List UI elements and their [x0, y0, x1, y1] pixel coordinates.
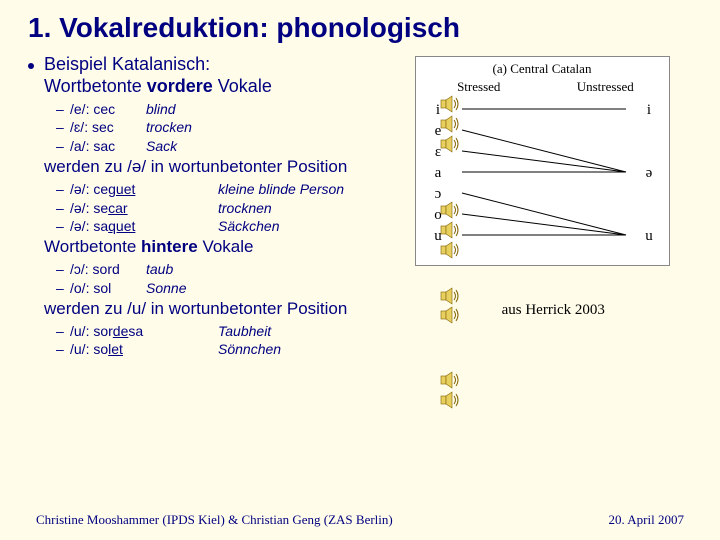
- list-item: –/a/: sacSack: [56, 137, 415, 155]
- bullet-disc-icon: [28, 63, 34, 69]
- list-item: –/ɛ/: sectrocken: [56, 118, 415, 136]
- speaker-icon[interactable]: [440, 241, 462, 259]
- list-item: –/e/: cecblind: [56, 100, 415, 118]
- bullet-line1: Beispiel Katalanisch:: [44, 54, 210, 74]
- list-item: –/ɔ/: sordtaub: [56, 260, 415, 278]
- svg-text:ə: ə: [645, 165, 652, 181]
- sublist-4: –/u/: sordesaTaubheit–/u/: soletSönnchen: [56, 322, 415, 359]
- speaker-icon[interactable]: [440, 95, 462, 113]
- speaker-icon[interactable]: [440, 391, 462, 409]
- mid-text-2: Wortbetonte hintere Vokale: [44, 237, 415, 258]
- mid2-pre: Wortbetonte: [44, 237, 141, 256]
- speaker-icon[interactable]: [440, 135, 462, 153]
- speaker-icon[interactable]: [440, 306, 462, 324]
- svg-text:ɔ: ɔ: [434, 186, 441, 202]
- slide-title: 1. Vokalreduktion: phonologisch: [28, 12, 692, 44]
- svg-text:i: i: [435, 102, 439, 118]
- list-item: –/u/: sordesaTaubheit: [56, 322, 415, 340]
- figure-header-left: Stressed: [416, 79, 543, 95]
- footer: Christine Mooshammer (IPDS Kiel) & Chris…: [0, 512, 720, 528]
- speaker-icon[interactable]: [440, 371, 462, 389]
- mid2-bold: hintere: [141, 237, 198, 256]
- sublist-2: –/ə/: ceguetkleine blinde Person–/ə/: se…: [56, 180, 415, 235]
- sublist-1: –/e/: cecblind–/ɛ/: sectrocken–/a/: sacS…: [56, 100, 415, 155]
- main-bullet: Beispiel Katalanisch: Wortbetonte vorder…: [28, 54, 415, 98]
- mid2-post: Vokale: [198, 237, 254, 256]
- speaker-icon[interactable]: [440, 287, 462, 305]
- speaker-icon[interactable]: [440, 115, 462, 133]
- speaker-icon[interactable]: [440, 221, 462, 239]
- list-item: –/ə/: ceguetkleine blinde Person: [56, 180, 415, 198]
- sublist-3: –/ɔ/: sordtaub–/o/: solSonne: [56, 260, 415, 297]
- figure-header-right: Unstressed: [542, 79, 669, 95]
- figure-title: (a) Central Catalan: [416, 61, 669, 77]
- list-item: –/ə/: secartrocknen: [56, 199, 415, 217]
- svg-text:i: i: [646, 102, 650, 118]
- list-item: –/u/: soletSönnchen: [56, 340, 415, 358]
- list-item: –/o/: solSonne: [56, 279, 415, 297]
- footer-left: Christine Mooshammer (IPDS Kiel) & Chris…: [36, 512, 393, 528]
- mid-text-3: werden zu /u/ in wortunbetonter Position: [44, 299, 415, 320]
- list-item: –/ə/: saquetSäckchen: [56, 217, 415, 235]
- speaker-icon[interactable]: [440, 201, 462, 219]
- bullet-line2-pre: Wortbetonte: [44, 76, 147, 96]
- footer-right: 20. April 2007: [609, 512, 684, 528]
- bullet-line2-bold: vordere: [147, 76, 213, 96]
- mid-text-1: werden zu /ə/ in wortunbetonter Position: [44, 157, 415, 178]
- bullet-line2-post: Vokale: [213, 76, 272, 96]
- svg-text:u: u: [645, 228, 653, 244]
- svg-text:a: a: [434, 165, 441, 181]
- left-column: Beispiel Katalanisch: Wortbetonte vorder…: [28, 54, 415, 361]
